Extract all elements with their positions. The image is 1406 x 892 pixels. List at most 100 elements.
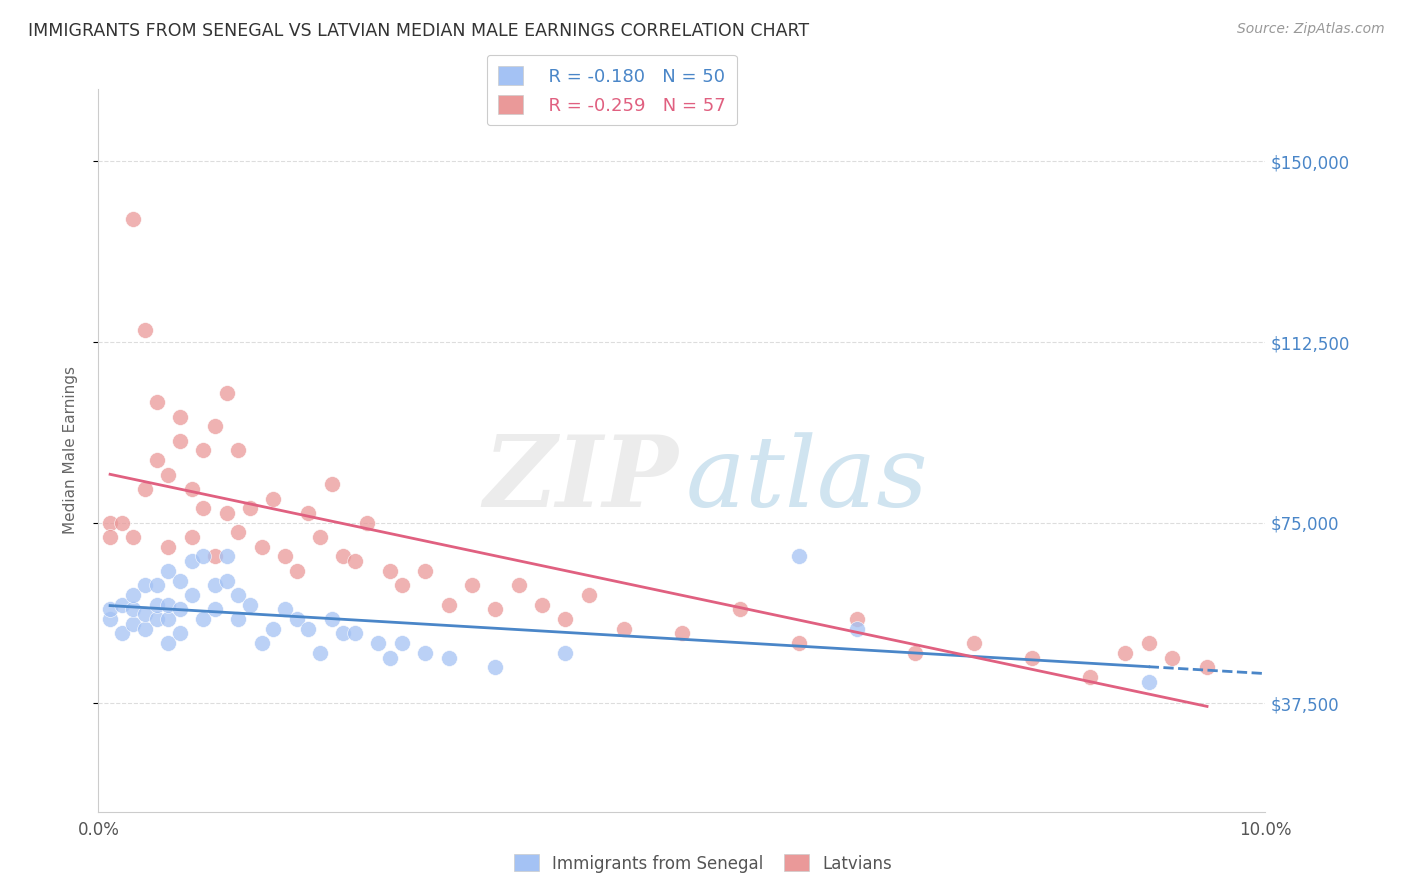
Point — [1021, 650, 1043, 665]
Text: ZIP: ZIP — [484, 431, 679, 527]
Point — [98, 530, 121, 544]
Point — [146, 453, 169, 467]
Point — [169, 574, 191, 588]
Point — [146, 395, 169, 409]
Point — [193, 549, 215, 564]
Text: atlas: atlas — [685, 432, 928, 527]
Point — [962, 636, 984, 650]
Point — [134, 622, 156, 636]
Point — [274, 602, 297, 616]
Point — [204, 419, 226, 434]
Point — [157, 612, 180, 626]
Point — [380, 650, 402, 665]
Point — [157, 540, 180, 554]
Point — [215, 506, 238, 520]
Point — [111, 598, 134, 612]
Text: IMMIGRANTS FROM SENEGAL VS LATVIAN MEDIAN MALE EARNINGS CORRELATION CHART: IMMIGRANTS FROM SENEGAL VS LATVIAN MEDIA… — [28, 22, 810, 40]
Point — [215, 549, 238, 564]
Point — [1080, 670, 1102, 684]
Point — [250, 540, 273, 554]
Point — [204, 549, 226, 564]
Point — [332, 626, 354, 640]
Point — [169, 434, 191, 448]
Point — [671, 626, 693, 640]
Point — [250, 636, 273, 650]
Point — [215, 574, 238, 588]
Point — [204, 578, 226, 592]
Point — [262, 491, 284, 506]
Point — [530, 598, 553, 612]
Point — [146, 578, 169, 592]
Point — [508, 578, 530, 592]
Point — [484, 602, 506, 616]
Point — [228, 612, 250, 626]
Point — [344, 626, 367, 640]
Point — [437, 598, 460, 612]
Point — [169, 626, 191, 640]
Point — [180, 530, 202, 544]
Point — [193, 443, 215, 458]
Point — [157, 636, 180, 650]
Point — [461, 578, 484, 592]
Point — [332, 549, 354, 564]
Point — [98, 602, 121, 616]
Point — [122, 530, 145, 544]
Point — [204, 602, 226, 616]
Point — [180, 482, 202, 496]
Point — [413, 564, 436, 578]
Point — [846, 612, 869, 626]
Point — [554, 646, 576, 660]
Point — [309, 646, 332, 660]
Point — [612, 622, 634, 636]
Point — [356, 516, 378, 530]
Point — [146, 612, 169, 626]
Point — [134, 578, 156, 592]
Text: Source: ZipAtlas.com: Source: ZipAtlas.com — [1237, 22, 1385, 37]
Point — [554, 612, 576, 626]
Point — [367, 636, 389, 650]
Point — [122, 602, 145, 616]
Point — [787, 549, 810, 564]
Point — [297, 506, 319, 520]
Point — [309, 530, 332, 544]
Point — [904, 646, 927, 660]
Point — [228, 588, 250, 602]
Point — [239, 501, 262, 516]
Point — [321, 612, 343, 626]
Point — [134, 607, 156, 622]
Point — [169, 409, 191, 424]
Point — [239, 598, 262, 612]
Point — [413, 646, 436, 660]
Point — [111, 516, 134, 530]
Point — [215, 385, 238, 400]
Point — [344, 554, 367, 568]
Point — [134, 323, 156, 337]
Point — [193, 501, 215, 516]
Point — [228, 443, 250, 458]
Point — [484, 660, 506, 674]
Point — [1195, 660, 1218, 674]
Point — [730, 602, 752, 616]
Point — [1137, 636, 1160, 650]
Point — [157, 467, 180, 482]
Point — [274, 549, 297, 564]
Point — [285, 612, 308, 626]
Point — [1161, 650, 1184, 665]
Point — [157, 598, 180, 612]
Point — [1114, 646, 1136, 660]
Point — [122, 616, 145, 631]
Point — [157, 564, 180, 578]
Point — [98, 612, 121, 626]
Point — [193, 612, 215, 626]
Point — [285, 564, 308, 578]
Point — [578, 588, 600, 602]
Y-axis label: Median Male Earnings: Median Male Earnings — [63, 367, 77, 534]
Point — [134, 482, 156, 496]
Point — [391, 636, 413, 650]
Point — [180, 554, 202, 568]
Legend:   R = -0.180   N = 50,   R = -0.259   N = 57: R = -0.180 N = 50, R = -0.259 N = 57 — [486, 55, 737, 126]
Point — [380, 564, 402, 578]
Point — [297, 622, 319, 636]
Point — [1137, 674, 1160, 689]
Point — [146, 598, 169, 612]
